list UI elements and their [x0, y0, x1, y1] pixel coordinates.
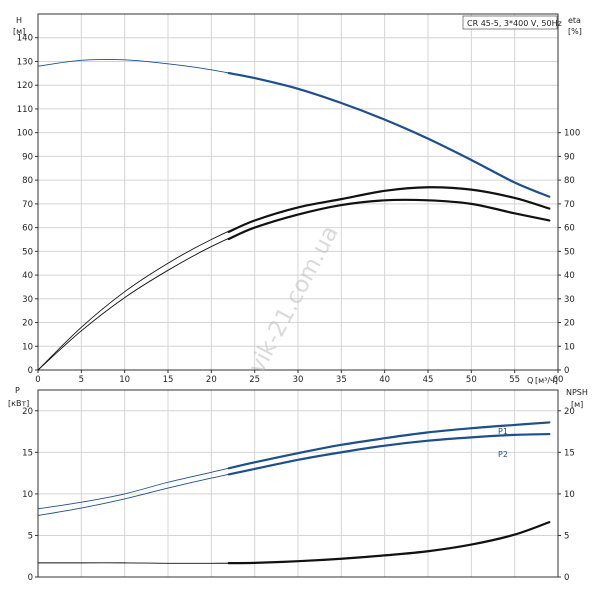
axis-tick-label: 40	[379, 375, 390, 385]
axis-tick-label: 100	[564, 129, 580, 139]
axis-tick-label: 5	[564, 531, 569, 541]
efficiency-curve-upper-operating-range	[227, 186, 551, 233]
flow-axis-label: Q	[527, 376, 533, 385]
bottom-chart-series	[37, 421, 551, 565]
axis-tick-label: 55	[509, 375, 520, 385]
axis-tick-label: 140	[17, 34, 33, 44]
efficiency-axis-unit: [%]	[568, 27, 582, 36]
axis-tick-label: 90	[564, 152, 575, 162]
axis-tick-label: 15	[163, 375, 174, 385]
axis-tick-label: 80	[564, 176, 575, 186]
p2-power-curve-operating-range	[227, 432, 551, 476]
axis-tick-label: 50	[564, 247, 575, 257]
axis-tick-label: 10	[119, 375, 130, 385]
chart-title: CR 45-5, 3*400 V, 50Hz	[467, 19, 562, 28]
axis-tick-label: 90	[22, 152, 33, 162]
axis-tick-label: 5	[79, 375, 84, 385]
axis-tick-label: 0	[564, 366, 569, 376]
axis-tick-label: 40	[564, 271, 575, 281]
axis-tick-label: 70	[22, 200, 33, 210]
axis-tick-label: 30	[22, 295, 33, 305]
axis-tick-label: 40	[22, 271, 33, 281]
axis-tick-label: 10	[564, 342, 575, 352]
bottom-chart-frame	[37, 389, 559, 578]
axis-tick-label: 70	[564, 200, 575, 210]
axis-tick-label: 30	[293, 375, 304, 385]
axis-tick-label: 0	[28, 366, 33, 376]
power-axis-ticks: 0 5 10 15 20	[22, 407, 38, 583]
axis-tick-label: 45	[423, 375, 434, 385]
flow-axis-ticks: 0 5 10 15 20 25 30 35 40 45 50 55 60	[35, 370, 563, 385]
axis-tick-label: 20	[22, 319, 33, 329]
axis-tick-label: 0	[564, 573, 569, 583]
axis-tick-label: 20	[564, 407, 575, 417]
axis-tick-label: 30	[564, 295, 575, 305]
axis-tick-label: 100	[17, 129, 33, 139]
npsh-axis-unit: [м]	[571, 400, 583, 409]
efficiency-axis-ticks: 0 10 20 30 40 50 60 70 80 90 100	[558, 129, 580, 376]
axis-tick-label: 15	[22, 448, 33, 458]
axis-tick-label: 20	[564, 319, 575, 329]
axis-tick-label: 25	[249, 375, 260, 385]
axis-tick-label: 60	[564, 224, 575, 234]
power-npsh-chart: 0 5 10 15 20 0 5 10 15 20 P [кВт] NPSH [м] P1 P2	[8, 386, 588, 583]
head-axis-label: H	[16, 16, 22, 25]
axis-tick-label: 120	[17, 81, 33, 91]
head-curve-operating-range	[227, 72, 551, 198]
axis-tick-label: 20	[206, 375, 217, 385]
npsh-axis-ticks: 0 5 10 15 20	[558, 407, 575, 583]
efficiency-axis-label: eta	[568, 16, 581, 25]
head-axis-ticks: 0 10 20 30 40 50 60 70 80 90 100 110 120 130 140	[17, 34, 38, 376]
axis-tick-label: 10	[564, 490, 575, 500]
power-axis-unit: [кВт]	[8, 399, 29, 408]
axis-tick-label: 10	[22, 490, 33, 500]
axis-tick-label: 15	[564, 448, 575, 458]
p2-series-label: P2	[498, 450, 508, 459]
axis-tick-label: 0	[28, 573, 33, 583]
axis-tick-label: 60	[22, 224, 33, 234]
title-box	[462, 15, 558, 30]
axis-tick-label: 60	[553, 375, 564, 385]
npsh-curve-operating-range	[227, 521, 551, 565]
axis-tick-label: 0	[35, 375, 40, 385]
efficiency-curve-lower-operating-range	[227, 198, 551, 241]
axis-tick-label: 50	[22, 247, 33, 257]
flow-axis-unit: [м³/ч]	[535, 376, 558, 385]
axis-tick-label: 10	[22, 342, 33, 352]
top-chart-grid	[38, 14, 558, 370]
head-axis-unit: [м]	[13, 27, 25, 36]
axis-tick-label: 20	[22, 407, 33, 417]
npsh-axis-label: NPSH	[566, 388, 588, 397]
axis-tick-label: 130	[17, 57, 33, 67]
axis-tick-label: 5	[28, 531, 33, 541]
p1-series-label: P1	[498, 427, 508, 436]
axis-tick-label: 50	[466, 375, 477, 385]
p1-power-curve-operating-range	[227, 421, 551, 470]
top-chart-series	[37, 58, 551, 371]
axis-tick-label: 35	[336, 375, 347, 385]
axis-tick-label: 110	[17, 105, 33, 115]
axis-tick-label: 80	[22, 176, 33, 186]
power-axis-label: P	[15, 386, 20, 395]
